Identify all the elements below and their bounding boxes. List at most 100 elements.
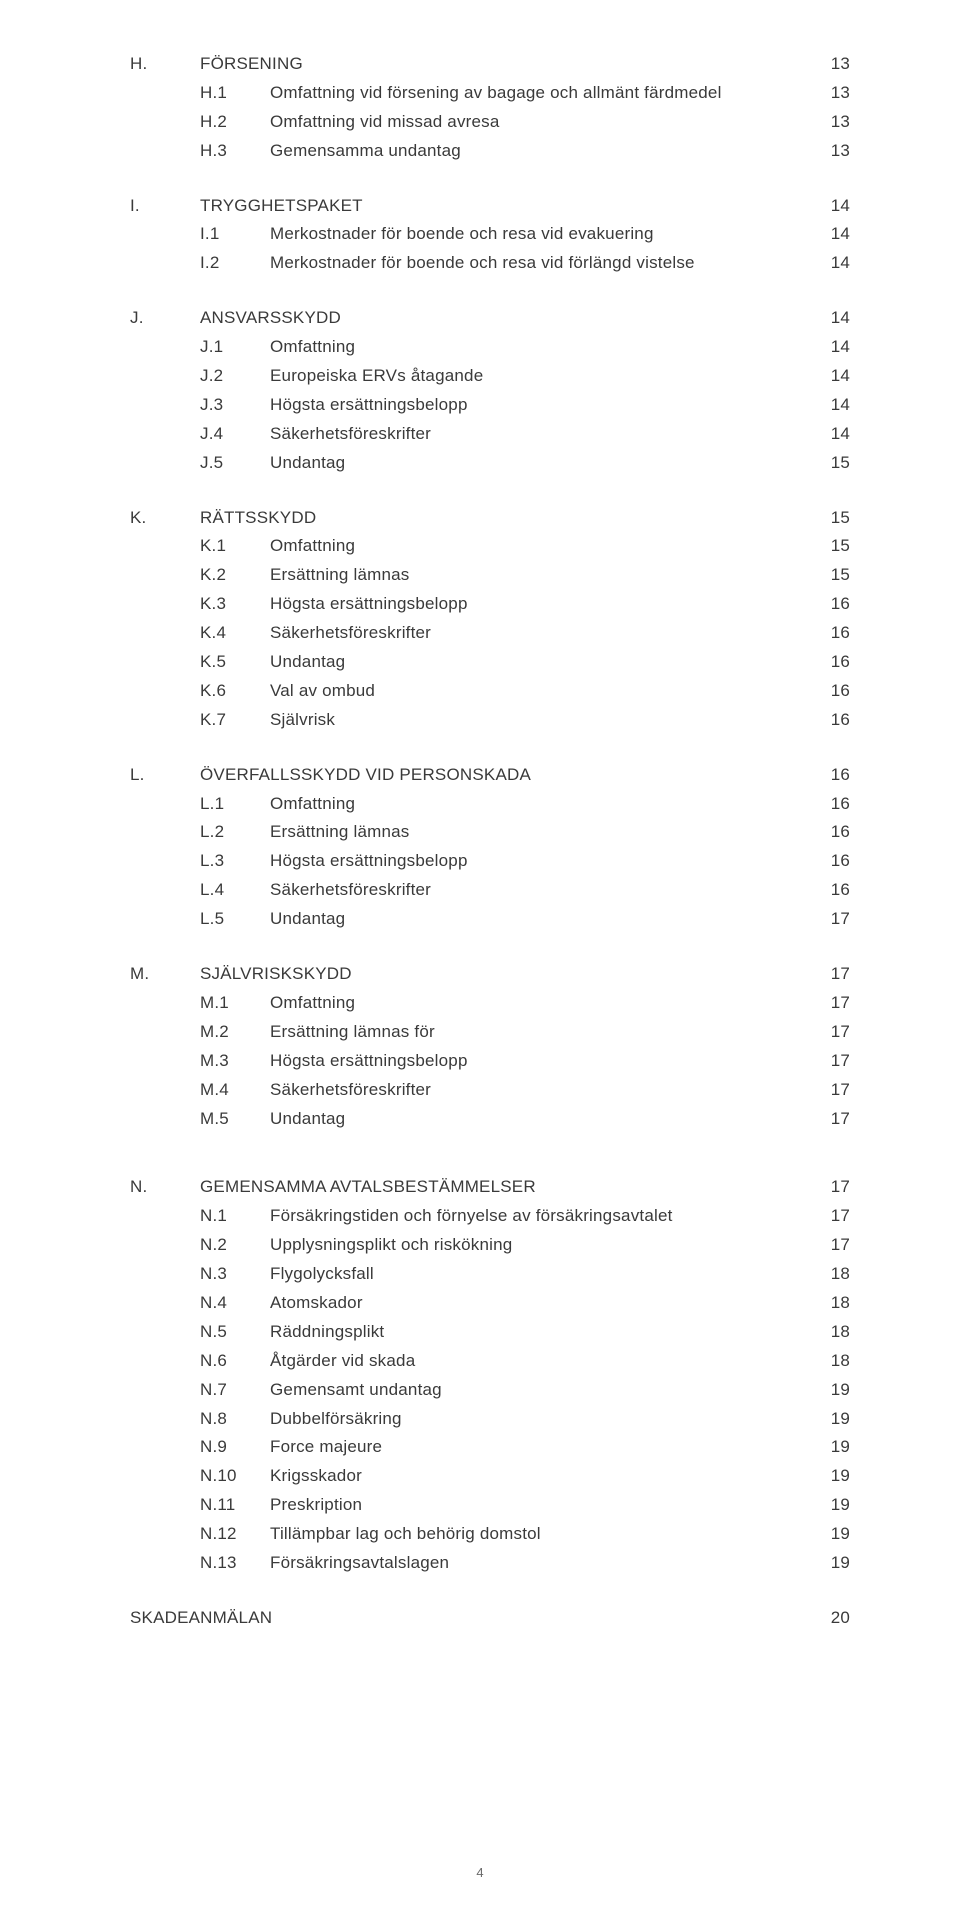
toc-item-number: N.9 (200, 1433, 270, 1462)
toc-item-title: Val av ombud (270, 677, 800, 706)
toc-item-title: Preskription (270, 1491, 800, 1520)
toc-section-heading: M.SJÄLVRISKSKYDD17 (130, 960, 850, 989)
toc-item: J.4Säkerhetsföreskrifter14 (130, 420, 850, 449)
final-page: 20 (800, 1604, 850, 1633)
toc-item-title: Ersättning lämnas (270, 561, 800, 590)
toc-item: M.4Säkerhetsföreskrifter17 (130, 1076, 850, 1105)
section-page: 16 (800, 761, 850, 790)
toc-item: N.4Atomskador18 (130, 1289, 850, 1318)
toc-item-number: H.3 (200, 137, 270, 166)
toc-section: J.ANSVARSSKYDD14J.1Omfattning14J.2Europe… (130, 304, 850, 477)
toc-item-number: I.2 (200, 249, 270, 278)
toc-item-page: 19 (800, 1433, 850, 1462)
section-letter: K. (130, 504, 200, 533)
toc-item-page: 16 (800, 677, 850, 706)
toc-item: N.8Dubbelförsäkring19 (130, 1405, 850, 1434)
toc-item-page: 17 (800, 1231, 850, 1260)
toc-item: N.13Försäkringsavtalslagen19 (130, 1549, 850, 1578)
toc-section-heading: L.ÖVERFALLSSKYDD VID PERSONSKADA16 (130, 761, 850, 790)
toc-item-number: K.2 (200, 561, 270, 590)
toc-item-number: L.1 (200, 790, 270, 819)
toc-item-number: M.2 (200, 1018, 270, 1047)
toc-section-heading: I.TRYGGHETSPAKET14 (130, 192, 850, 221)
toc-item: K.3Högsta ersättningsbelopp16 (130, 590, 850, 619)
toc-item: L.3Högsta ersättningsbelopp16 (130, 847, 850, 876)
toc-item-title: Säkerhetsföreskrifter (270, 1076, 800, 1105)
toc-item-number: N.2 (200, 1231, 270, 1260)
toc-item: N.9Force majeure19 (130, 1433, 850, 1462)
toc-item-page: 16 (800, 706, 850, 735)
toc-item: K.2Ersättning lämnas15 (130, 561, 850, 590)
toc-item-title: Atomskador (270, 1289, 800, 1318)
toc-item-title: Undantag (270, 905, 800, 934)
toc-item-title: Undantag (270, 1105, 800, 1134)
toc-item: L.1Omfattning16 (130, 790, 850, 819)
section-page: 13 (800, 50, 850, 79)
toc-item-title: Omfattning (270, 532, 800, 561)
toc-item-title: Omfattning (270, 333, 800, 362)
toc-item-page: 16 (800, 847, 850, 876)
toc-item-page: 15 (800, 561, 850, 590)
toc-item: J.2Europeiska ERVs åtagande14 (130, 362, 850, 391)
toc-item-page: 17 (800, 905, 850, 934)
toc-item-number: M.5 (200, 1105, 270, 1134)
toc-item-title: Tillämpbar lag och behörig domstol (270, 1520, 800, 1549)
toc-item-page: 18 (800, 1260, 850, 1289)
toc-item-title: Undantag (270, 449, 800, 478)
toc-item-number: N.5 (200, 1318, 270, 1347)
toc-item: N.3Flygolycksfall18 (130, 1260, 850, 1289)
toc-item: N.11Preskription19 (130, 1491, 850, 1520)
toc-item-number: N.7 (200, 1376, 270, 1405)
toc-item: L.5Undantag17 (130, 905, 850, 934)
toc-item-number: N.6 (200, 1347, 270, 1376)
toc-item-number: K.5 (200, 648, 270, 677)
toc-section: I.TRYGGHETSPAKET14I.1Merkostnader för bo… (130, 192, 850, 279)
page-footer: 4 (0, 1865, 960, 1880)
toc-item: K.4Säkerhetsföreskrifter16 (130, 619, 850, 648)
section-page: 14 (800, 304, 850, 333)
toc-item-number: K.1 (200, 532, 270, 561)
toc-item-page: 17 (800, 1076, 850, 1105)
toc-final-section: SKADEANMÄLAN20 (130, 1604, 850, 1633)
toc-item-title: Säkerhetsföreskrifter (270, 420, 800, 449)
toc-item-number: N.3 (200, 1260, 270, 1289)
section-letter: H. (130, 50, 200, 79)
toc-item: N.1Försäkringstiden och förnyelse av för… (130, 1202, 850, 1231)
toc-item-page: 14 (800, 220, 850, 249)
toc-section: K.RÄTTSSKYDD15K.1Omfattning15K.2Ersättni… (130, 504, 850, 735)
toc-item-number: N.10 (200, 1462, 270, 1491)
section-title: ÖVERFALLSSKYDD VID PERSONSKADA (200, 761, 800, 790)
toc-item-title: Självrisk (270, 706, 800, 735)
toc-item-number: M.4 (200, 1076, 270, 1105)
toc-item-title: Högsta ersättningsbelopp (270, 1047, 800, 1076)
toc-item-number: L.4 (200, 876, 270, 905)
toc-item-title: Högsta ersättningsbelopp (270, 847, 800, 876)
toc-item-number: L.2 (200, 818, 270, 847)
toc-item: J.1Omfattning14 (130, 333, 850, 362)
toc-item-page: 16 (800, 619, 850, 648)
toc-item-number: K.4 (200, 619, 270, 648)
toc-item-page: 19 (800, 1405, 850, 1434)
toc-item-page: 16 (800, 590, 850, 619)
toc-item-number: M.3 (200, 1047, 270, 1076)
toc-item: N.12Tillämpbar lag och behörig domstol19 (130, 1520, 850, 1549)
toc-item-number: N.1 (200, 1202, 270, 1231)
toc-item-title: Försäkringstiden och förnyelse av försäk… (270, 1202, 800, 1231)
toc-item-page: 19 (800, 1491, 850, 1520)
toc-item-page: 15 (800, 449, 850, 478)
toc-item-page: 19 (800, 1520, 850, 1549)
toc-item: K.6Val av ombud16 (130, 677, 850, 706)
final-title: SKADEANMÄLAN (130, 1604, 800, 1633)
toc-item-title: Säkerhetsföreskrifter (270, 619, 800, 648)
toc-item-title: Omfattning vid missad avresa (270, 108, 800, 137)
toc-item-page: 14 (800, 333, 850, 362)
toc-item-number: I.1 (200, 220, 270, 249)
toc-item-page: 17 (800, 989, 850, 1018)
toc-item-number: K.7 (200, 706, 270, 735)
toc-item-title: Omfattning (270, 790, 800, 819)
toc-item-number: K.6 (200, 677, 270, 706)
toc-item-title: Omfattning (270, 989, 800, 1018)
page-number: 4 (476, 1865, 483, 1880)
toc-item-page: 14 (800, 362, 850, 391)
toc-item-title: Högsta ersättningsbelopp (270, 391, 800, 420)
